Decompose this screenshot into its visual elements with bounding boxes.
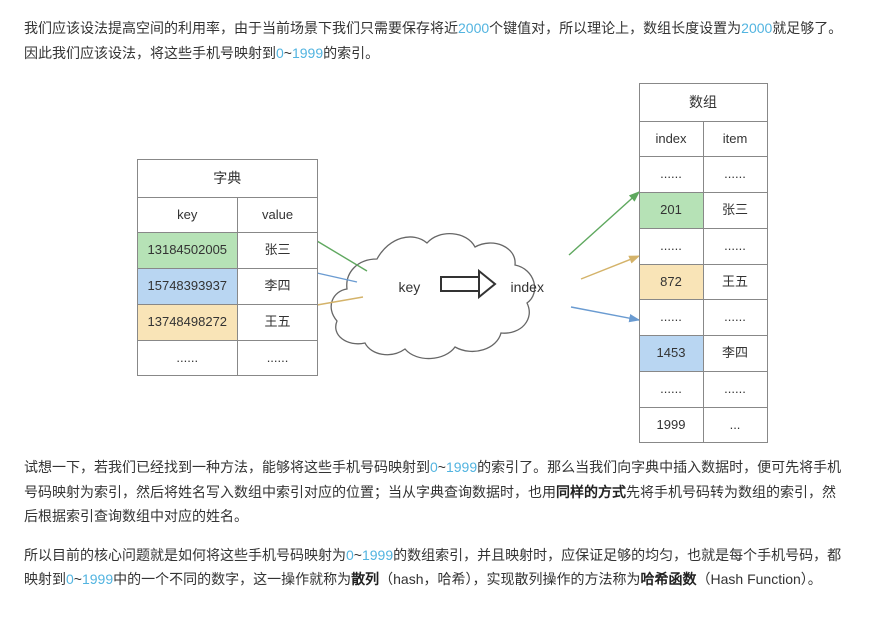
text: （Hash Function）。 xyxy=(697,571,822,587)
num-0: 0 xyxy=(346,547,354,563)
array-index-cell: 201 xyxy=(639,193,703,229)
num-2000: 2000 xyxy=(458,20,489,36)
array-item-cell: 李四 xyxy=(703,336,767,372)
array-header-index: index xyxy=(639,121,703,157)
bold-hash-function: 哈希函数 xyxy=(641,571,697,587)
num-1999: 1999 xyxy=(362,547,393,563)
hash-diagram: key index 字典 key value 13184502005张三1574… xyxy=(27,79,847,439)
text: 个键值对，所以理论上，数组长度设置为 xyxy=(489,20,741,36)
dict-header-key: key xyxy=(137,197,238,233)
edge-li-out xyxy=(571,307,639,320)
array-index-cell: 1453 xyxy=(639,336,703,372)
dict-header-value: value xyxy=(238,197,318,233)
array-index-cell: ...... xyxy=(639,228,703,264)
num-2000: 2000 xyxy=(741,20,772,36)
array-row: ............ xyxy=(639,157,767,193)
edge-zhang-out xyxy=(569,192,639,255)
array-table: 数组 index item ............201张三.........… xyxy=(639,83,768,443)
text: 试想一下，若我们已经找到一种方法，能够将这些手机号码映射到 xyxy=(24,459,430,475)
array-item-cell: ...... xyxy=(703,157,767,193)
array-row: ............ xyxy=(639,371,767,407)
text: ~ xyxy=(284,45,292,61)
array-row: ............ xyxy=(639,300,767,336)
array-title: 数组 xyxy=(639,84,767,122)
cloud-index-label: index xyxy=(511,275,544,300)
array-row: ............ xyxy=(639,228,767,264)
num-1999: 1999 xyxy=(82,571,113,587)
text: 所以目前的核心问题就是如何将这些手机号码映射为 xyxy=(24,547,346,563)
edge-wang-out xyxy=(581,256,639,279)
num-1999: 1999 xyxy=(292,45,323,61)
paragraph-3: 所以目前的核心问题就是如何将这些手机号码映射为0~1999的数组索引，并且映射时… xyxy=(24,543,849,592)
edge-li-in xyxy=(317,273,357,282)
paragraph-1: 我们应该设法提高空间的利用率，由于当前场景下我们只需要保存将近2000个键值对，… xyxy=(24,16,849,65)
array-item-cell: 王五 xyxy=(703,264,767,300)
array-index-cell: ...... xyxy=(639,300,703,336)
dict-table: 字典 key value 13184502005张三15748393937李四1… xyxy=(137,159,319,376)
array-item-cell: ...... xyxy=(703,228,767,264)
edge-zhang-in xyxy=(317,241,367,271)
text: 中的一个不同的数字，这一操作就称为 xyxy=(113,571,351,587)
dict-value-cell: ...... xyxy=(238,340,318,376)
text: 我们应该设法提高空间的利用率，由于当前场景下我们只需要保存将近 xyxy=(24,20,458,36)
array-index-cell: ...... xyxy=(639,371,703,407)
arrow-icon xyxy=(441,271,495,297)
paragraph-2: 试想一下，若我们已经找到一种方法，能够将这些手机号码映射到0~1999的索引了。… xyxy=(24,455,849,529)
array-item-cell: 张三 xyxy=(703,193,767,229)
bold-hash: 散列 xyxy=(351,571,379,587)
num-0: 0 xyxy=(276,45,284,61)
dict-key-cell: 13748498272 xyxy=(137,304,238,340)
array-row: 201张三 xyxy=(639,193,767,229)
cloud-shape xyxy=(331,234,534,359)
edge-wang-in xyxy=(317,297,363,305)
array-header-item: item xyxy=(703,121,767,157)
dict-title: 字典 xyxy=(137,160,318,198)
array-index-cell: 1999 xyxy=(639,407,703,443)
dict-key-cell: ...... xyxy=(137,340,238,376)
array-row: 872王五 xyxy=(639,264,767,300)
dict-value-cell: 张三 xyxy=(238,233,318,269)
num-0: 0 xyxy=(66,571,74,587)
text: （hash，哈希），实现散列操作的方法称为 xyxy=(379,571,640,587)
array-item-cell: ...... xyxy=(703,371,767,407)
text: ~ xyxy=(74,571,82,587)
num-0: 0 xyxy=(430,459,438,475)
dict-row: 15748393937李四 xyxy=(137,269,318,305)
text: 的索引。 xyxy=(323,45,379,61)
dict-row: 13748498272王五 xyxy=(137,304,318,340)
dict-value-cell: 王五 xyxy=(238,304,318,340)
num-1999: 1999 xyxy=(446,459,477,475)
array-item-cell: ...... xyxy=(703,300,767,336)
array-row: 1999... xyxy=(639,407,767,443)
array-index-cell: 872 xyxy=(639,264,703,300)
bold-same-way: 同样的方式 xyxy=(556,484,626,500)
dict-key-cell: 13184502005 xyxy=(137,233,238,269)
text: ~ xyxy=(438,459,446,475)
cloud-key-label: key xyxy=(399,275,421,300)
dict-value-cell: 李四 xyxy=(238,269,318,305)
dict-key-cell: 15748393937 xyxy=(137,269,238,305)
dict-row: ............ xyxy=(137,340,318,376)
text: ~ xyxy=(354,547,362,563)
dict-row: 13184502005张三 xyxy=(137,233,318,269)
array-item-cell: ... xyxy=(703,407,767,443)
array-index-cell: ...... xyxy=(639,157,703,193)
array-row: 1453李四 xyxy=(639,336,767,372)
